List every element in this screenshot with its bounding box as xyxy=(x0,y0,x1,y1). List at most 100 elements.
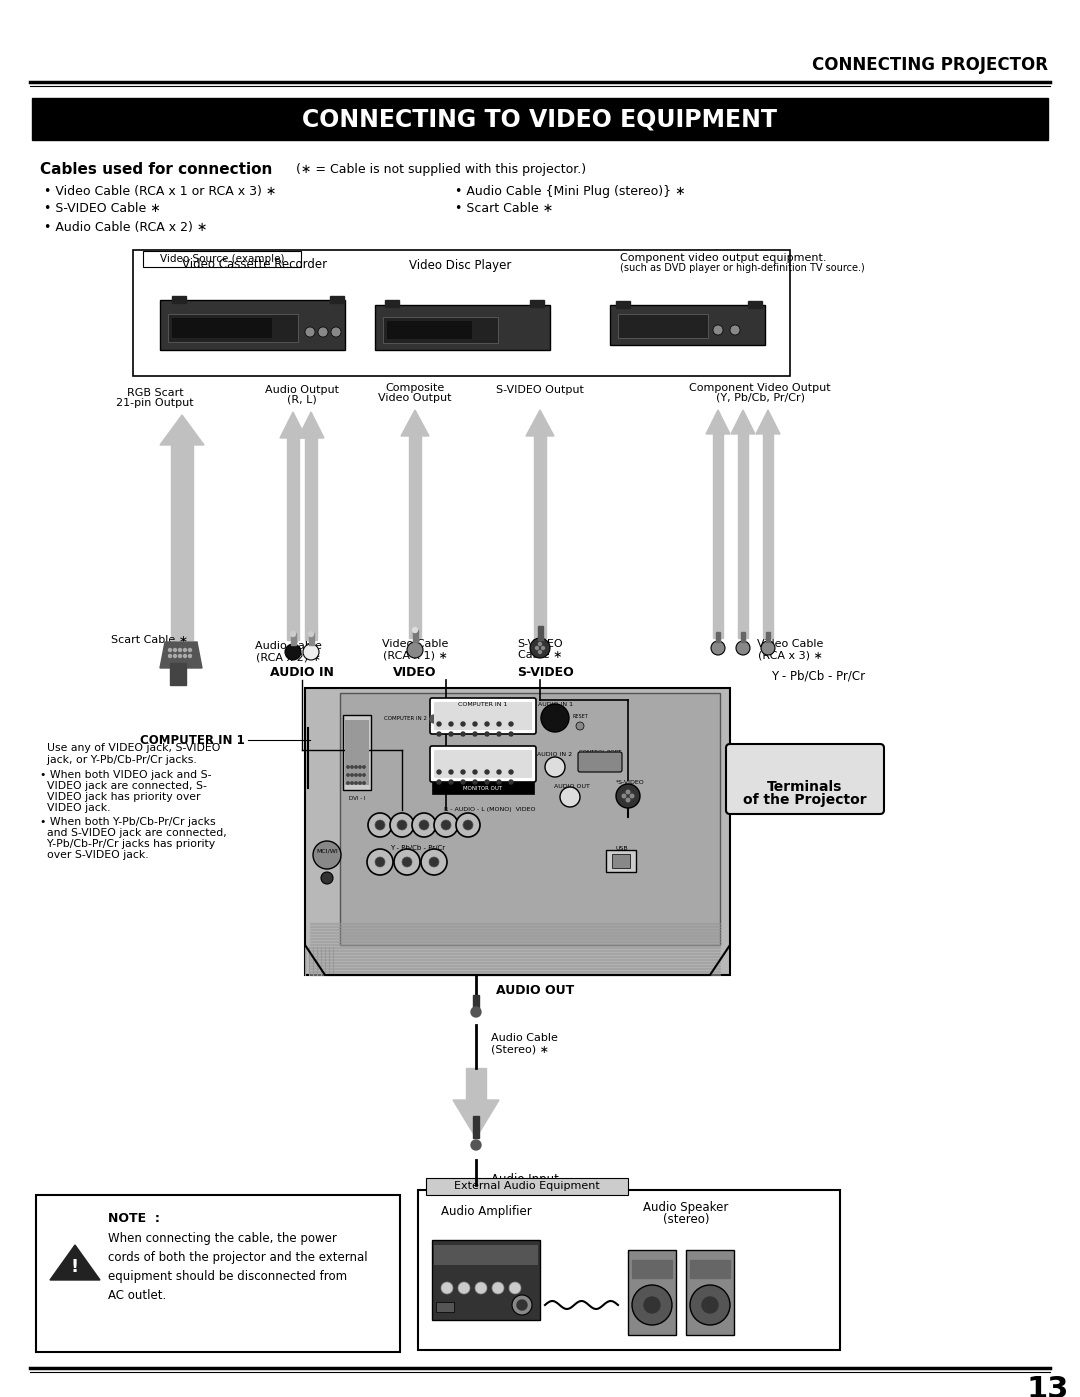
Circle shape xyxy=(473,722,477,726)
Circle shape xyxy=(461,770,465,774)
Text: CONTROL PORT: CONTROL PORT xyxy=(579,750,621,754)
Text: and S-VIDEO jack are connected,: and S-VIDEO jack are connected, xyxy=(40,828,227,838)
Text: • Scart Cable ∗: • Scart Cable ∗ xyxy=(455,201,553,215)
Circle shape xyxy=(368,813,392,837)
Bar xyxy=(310,961,720,963)
Circle shape xyxy=(330,327,341,337)
Circle shape xyxy=(461,780,465,784)
Text: S-VIDEO Output: S-VIDEO Output xyxy=(496,386,584,395)
Polygon shape xyxy=(401,409,429,436)
Text: RGB Scart: RGB Scart xyxy=(126,388,184,398)
Circle shape xyxy=(485,770,489,774)
Bar xyxy=(310,971,720,972)
Bar xyxy=(616,300,630,307)
Bar xyxy=(309,633,313,645)
Circle shape xyxy=(441,1282,453,1294)
Text: Y - Pb/Cb - Pr/Cr: Y - Pb/Cb - Pr/Cr xyxy=(771,669,865,683)
Circle shape xyxy=(536,647,539,650)
Bar xyxy=(310,958,720,960)
Text: 21-pin Output: 21-pin Output xyxy=(117,398,193,408)
Bar xyxy=(330,296,345,303)
Text: (such as DVD player or high-definition TV source.): (such as DVD player or high-definition T… xyxy=(620,263,865,272)
Bar xyxy=(305,687,730,975)
Text: COMPUTER IN 2: COMPUTER IN 2 xyxy=(384,717,427,721)
Bar xyxy=(766,631,770,643)
Text: (∗ = Cable is not supplied with this projector.): (∗ = Cable is not supplied with this pro… xyxy=(296,163,586,176)
Bar xyxy=(172,296,186,303)
Circle shape xyxy=(303,644,319,659)
Polygon shape xyxy=(526,409,554,436)
Bar xyxy=(170,664,186,685)
Text: External Audio Equipment: External Audio Equipment xyxy=(454,1180,599,1192)
Circle shape xyxy=(178,655,181,658)
Circle shape xyxy=(475,1282,487,1294)
Text: AUDIO IN 1: AUDIO IN 1 xyxy=(538,701,572,707)
Text: Cable ∗: Cable ∗ xyxy=(517,650,563,659)
Circle shape xyxy=(461,732,465,736)
Text: Terminals: Terminals xyxy=(767,780,842,793)
Bar xyxy=(310,929,720,930)
Bar xyxy=(375,305,550,351)
Text: Component video output equipment.: Component video output equipment. xyxy=(620,253,826,263)
Text: *S-VIDEO: *S-VIDEO xyxy=(616,781,645,785)
Bar xyxy=(465,1067,486,1099)
Circle shape xyxy=(351,774,353,777)
Circle shape xyxy=(437,770,441,774)
Circle shape xyxy=(644,1296,660,1313)
Text: • Audio Cable (RCA x 2) ∗: • Audio Cable (RCA x 2) ∗ xyxy=(44,222,207,235)
Polygon shape xyxy=(731,409,755,434)
Bar xyxy=(618,314,708,338)
Circle shape xyxy=(497,770,501,774)
Text: AUDIO IN: AUDIO IN xyxy=(270,665,334,679)
Bar xyxy=(32,98,1048,140)
Circle shape xyxy=(363,766,365,768)
Circle shape xyxy=(449,780,453,784)
Text: (Stereo) ∗: (Stereo) ∗ xyxy=(491,1045,549,1055)
Circle shape xyxy=(168,655,172,658)
Text: (R, L): (R, L) xyxy=(287,395,316,405)
Text: S-VIDEO: S-VIDEO xyxy=(516,665,573,679)
Circle shape xyxy=(735,641,750,655)
Circle shape xyxy=(291,631,296,637)
Bar xyxy=(426,1178,627,1194)
Text: CONNECTING TO VIDEO EQUIPMENT: CONNECTING TO VIDEO EQUIPMENT xyxy=(302,108,778,131)
Circle shape xyxy=(355,782,357,784)
Polygon shape xyxy=(706,409,730,434)
Text: Audio Cable: Audio Cable xyxy=(255,641,322,651)
Bar xyxy=(612,854,630,868)
Circle shape xyxy=(492,1282,504,1294)
Text: Use any of VIDEO jack, S-VIDEO: Use any of VIDEO jack, S-VIDEO xyxy=(40,743,220,753)
Circle shape xyxy=(471,1140,481,1150)
Circle shape xyxy=(449,722,453,726)
Polygon shape xyxy=(160,643,202,668)
Circle shape xyxy=(509,732,513,736)
Text: VIDEO jack.: VIDEO jack. xyxy=(40,803,110,813)
Text: CONNECTING PROJECTOR: CONNECTING PROJECTOR xyxy=(812,56,1048,74)
Circle shape xyxy=(449,732,453,736)
Circle shape xyxy=(189,648,191,651)
Bar xyxy=(340,693,720,944)
Bar xyxy=(310,925,720,928)
FancyBboxPatch shape xyxy=(434,750,532,778)
Bar xyxy=(762,434,773,638)
Circle shape xyxy=(473,780,477,784)
Circle shape xyxy=(285,644,301,659)
Bar xyxy=(287,439,299,640)
Polygon shape xyxy=(298,412,324,439)
Bar xyxy=(143,251,301,267)
Circle shape xyxy=(309,631,313,637)
Circle shape xyxy=(305,327,315,337)
Circle shape xyxy=(561,787,580,807)
Circle shape xyxy=(321,872,333,884)
Bar xyxy=(384,300,399,307)
Circle shape xyxy=(318,327,328,337)
Text: COMPUTER IN 1: COMPUTER IN 1 xyxy=(140,733,245,746)
Bar xyxy=(310,947,720,949)
Bar xyxy=(305,439,318,640)
Bar xyxy=(310,935,720,936)
Bar xyxy=(310,937,720,939)
Bar xyxy=(530,300,544,307)
Circle shape xyxy=(485,780,489,784)
Text: (stereo): (stereo) xyxy=(663,1214,710,1227)
Bar xyxy=(413,630,418,643)
